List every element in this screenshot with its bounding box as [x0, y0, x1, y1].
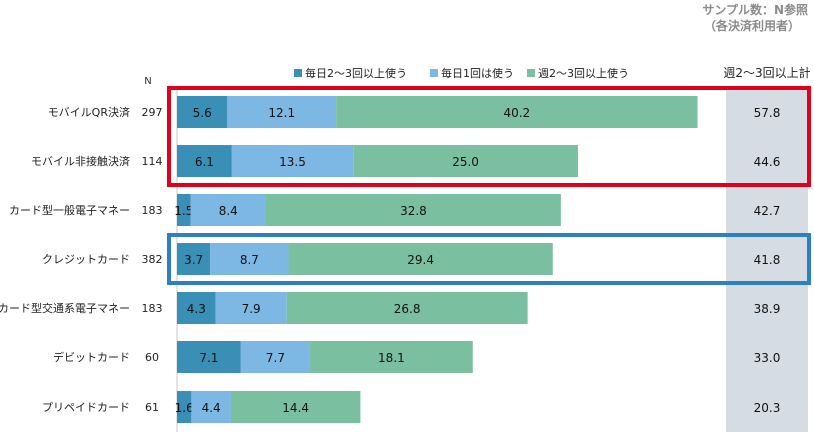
bar-segment-weekly: [310, 341, 473, 373]
total-value: 33.0: [754, 351, 781, 365]
sample-note-line2: （各決済利用者）: [704, 18, 800, 33]
data-label-daily-multi: 1.6: [175, 401, 194, 415]
data-label-daily-once: 8.7: [240, 253, 259, 267]
bar-segment-weekly: [286, 292, 528, 324]
bar-segment-weekly: [230, 391, 361, 423]
data-label-daily-multi: 6.1: [195, 155, 214, 169]
legend: 毎日2～3回以上使う 毎日1回は使う 週2～3回以上使う: [294, 67, 629, 80]
chart-row: プリペイドカード 61 1.6 4.4 14.4 20.3: [42, 391, 780, 423]
chart-row: モバイル非接触決済 114 6.1 13.5 25.0 44.6: [31, 145, 780, 177]
data-label-daily-once: 13.5: [279, 155, 306, 169]
category-label: カード型交通系電子マネー: [0, 301, 130, 315]
data-label-daily-multi: 1.5: [174, 204, 193, 218]
legend-swatch-daily-multi: [294, 69, 302, 77]
data-label-daily-once: 7.9: [242, 302, 261, 316]
chart-rows: モバイルQR決済 297 5.6 12.1 40.2 57.8 モバイル非接触決済 114 6.…: [0, 96, 780, 423]
n-value: 61: [145, 401, 159, 414]
data-label-daily-multi: 7.1: [199, 351, 218, 365]
data-label-daily-multi: 5.6: [193, 106, 212, 120]
bar-segment-daily-multi: [177, 194, 191, 226]
category-label: プリペイドカード: [42, 401, 130, 414]
bar-segment-weekly: [336, 96, 698, 128]
n-value: 382: [142, 253, 163, 266]
bar-segment-daily-once: [231, 145, 354, 177]
bar-segment-weekly: [266, 194, 561, 226]
data-label-weekly: 29.4: [407, 253, 434, 267]
total-column-header: 週2～3回以上計: [723, 65, 810, 80]
data-label-daily-multi: 4.3: [187, 302, 206, 316]
category-label: デビットカード: [53, 350, 130, 364]
data-label-weekly: 26.8: [394, 302, 421, 316]
legend-swatch-daily-once: [430, 69, 438, 77]
bar-segment-weekly: [288, 243, 553, 275]
bar-segment-daily-multi: [177, 341, 241, 373]
highlight-boxes: [167, 86, 811, 285]
chart-row: クレジットカード 382 3.7 8.7 29.4 41.8: [42, 243, 780, 275]
data-label-daily-once: 12.1: [268, 106, 295, 120]
n-value: 114: [142, 155, 163, 168]
bar-segment-daily-once: [190, 194, 267, 226]
n-column-header: N: [144, 76, 151, 87]
total-value: 57.8: [754, 106, 781, 120]
total-value: 42.7: [754, 204, 781, 218]
chart-row: カード型一般電子マネー 183 1.5 8.4 32.8 42.7: [9, 194, 780, 226]
bar-segment-daily-once: [210, 243, 289, 275]
total-value: 44.6: [754, 155, 781, 169]
bar-segment-daily-once: [240, 341, 311, 373]
sample-note-line1: サンプル数：N参照: [702, 2, 808, 17]
legend-swatch-weekly: [527, 69, 535, 77]
n-value: 183: [142, 204, 163, 217]
category-label: モバイルQR決済: [48, 105, 130, 119]
data-label-daily-once: 7.7: [266, 351, 285, 365]
bar-segment-weekly: [353, 145, 578, 177]
total-value: 38.9: [754, 302, 781, 316]
total-value: 41.8: [754, 253, 781, 267]
bar-segment-daily-multi: [177, 145, 232, 177]
bar-segment-daily-multi: [177, 391, 192, 423]
n-value: 297: [142, 106, 163, 119]
chart-row: デビットカード 60 7.1 7.7 18.1 33.0: [53, 341, 780, 373]
highlight-box-blue: [167, 233, 811, 285]
n-value: 60: [145, 351, 159, 364]
total-value: 20.3: [754, 401, 781, 415]
legend-label-weekly: 週2～3回以上使う: [538, 67, 629, 80]
data-label-weekly: 40.2: [503, 106, 530, 120]
data-label-weekly: 18.1: [378, 351, 405, 365]
bar-segment-daily-multi: [177, 292, 216, 324]
chart-row: モバイルQR決済 297 5.6 12.1 40.2 57.8: [48, 96, 781, 128]
legend-label-daily-multi: 毎日2～3回以上使う: [305, 67, 407, 80]
data-label-daily-once: 4.4: [202, 401, 221, 415]
n-value: 183: [142, 302, 163, 315]
data-label-weekly: 25.0: [452, 155, 479, 169]
data-label-daily-once: 8.4: [219, 204, 238, 218]
category-label: カード型一般電子マネー: [9, 203, 130, 217]
legend-label-daily-once: 毎日1回は使う: [441, 67, 514, 80]
bar-segment-daily-once: [191, 391, 231, 423]
chart-row: カード型交通系電子マネー 183 4.3 7.9 26.8 38.9: [0, 292, 780, 324]
data-label-weekly: 14.4: [282, 401, 309, 415]
data-label-weekly: 32.8: [400, 204, 427, 218]
category-label: クレジットカード: [42, 253, 130, 266]
bar-segment-daily-once: [227, 96, 337, 128]
bar-segment-daily-multi: [177, 243, 211, 275]
highlight-box-red: [167, 86, 811, 187]
category-label: モバイル非接触決済: [31, 154, 130, 168]
data-label-daily-multi: 3.7: [184, 253, 203, 267]
bar-segment-daily-multi: [177, 96, 228, 128]
bar-segment-daily-once: [215, 292, 287, 324]
total-column-background: [726, 88, 808, 432]
